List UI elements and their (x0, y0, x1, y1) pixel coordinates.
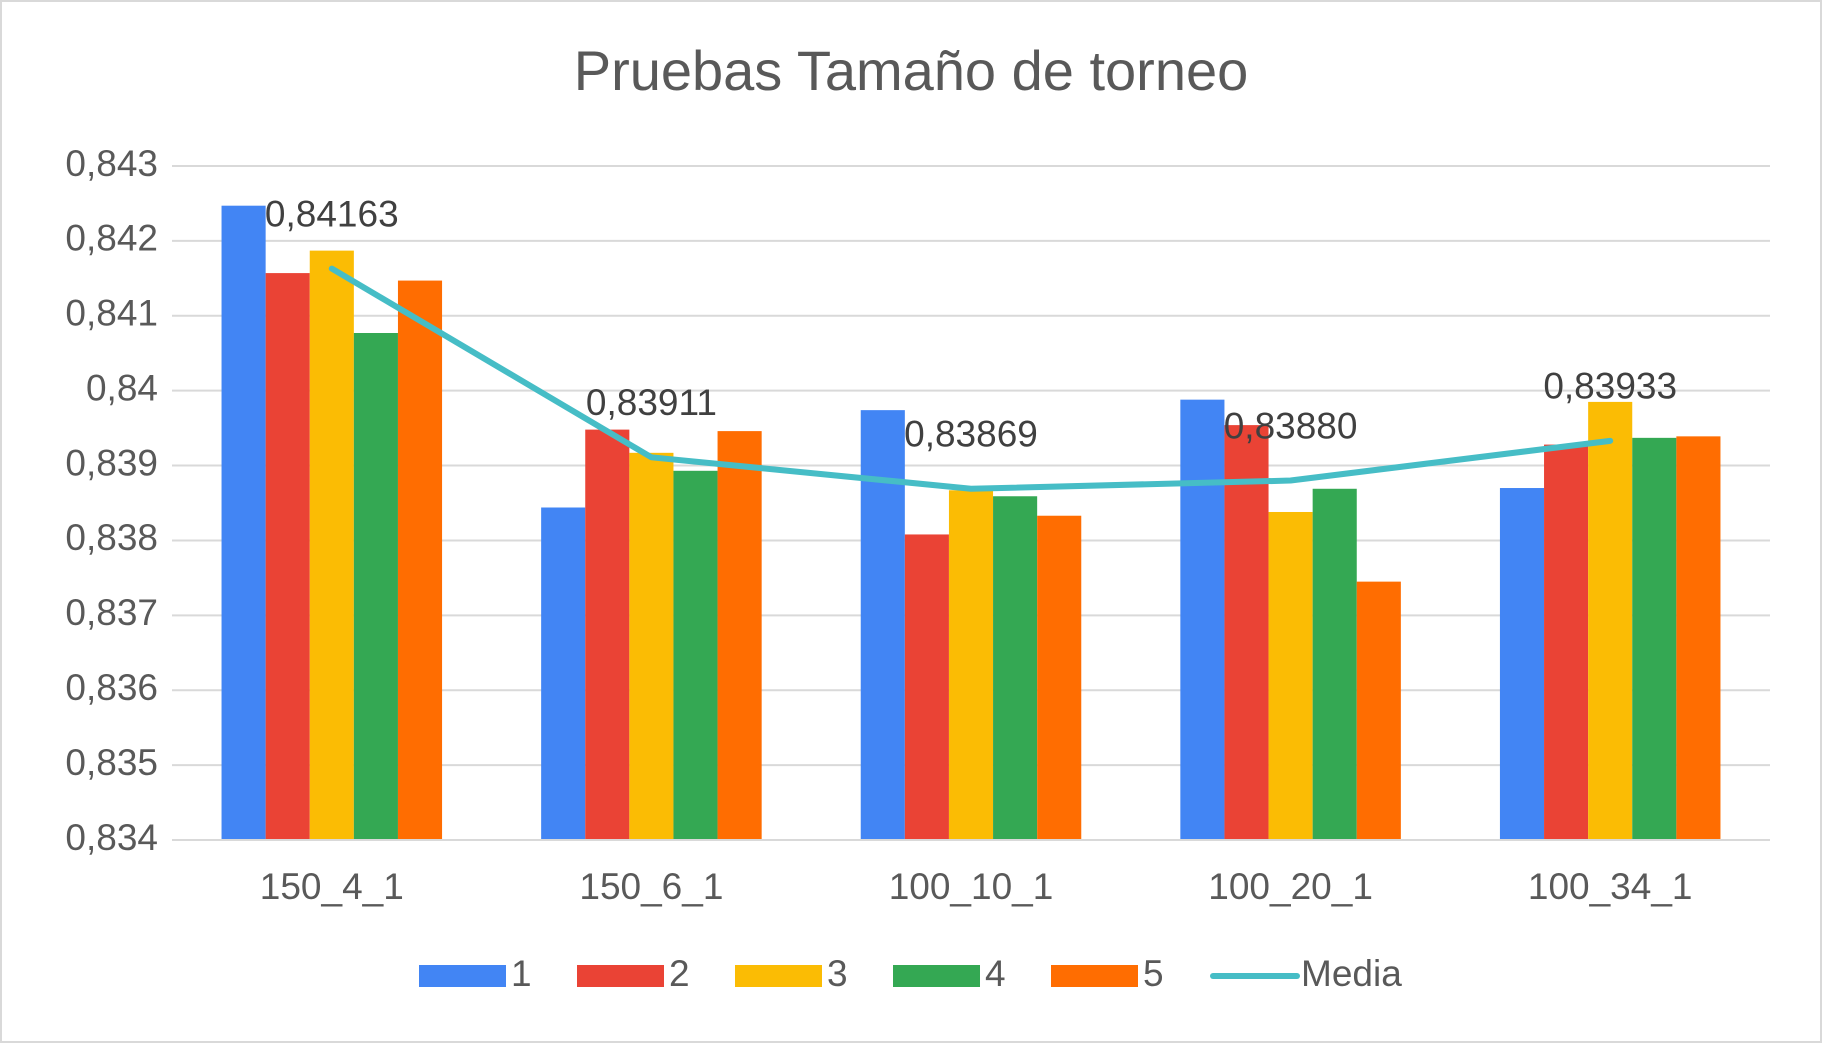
bar (1632, 437, 1677, 840)
bar (265, 273, 310, 840)
bar (1224, 425, 1269, 840)
bar (860, 410, 905, 840)
data-label: 0,83869 (904, 414, 1038, 455)
legend-label: 5 (1143, 953, 1164, 994)
legend-label: 4 (985, 953, 1006, 994)
bar (717, 431, 762, 840)
bar (397, 280, 443, 841)
x-tick-label: 150_6_1 (579, 866, 723, 907)
bar (309, 250, 354, 840)
bar (948, 490, 994, 840)
chart-title: Pruebas Tamaño de torneo (574, 39, 1249, 102)
line (328, 265, 1614, 492)
bar (1588, 401, 1633, 840)
legend-swatch (419, 965, 506, 987)
data-label: 0,83911 (586, 382, 717, 423)
bar (353, 333, 398, 840)
legend-swatch (577, 965, 664, 987)
bar (1544, 444, 1589, 840)
y-tick-label: 0,841 (65, 293, 158, 334)
data-label: 0,83933 (1543, 366, 1677, 407)
legend-swatch (893, 965, 980, 987)
bar (993, 496, 1038, 840)
y-tick-label: 0,835 (65, 742, 158, 783)
bar (541, 507, 586, 840)
bar (673, 470, 718, 840)
bar (629, 452, 674, 840)
y-tick-label: 0,836 (65, 667, 158, 708)
bar (1180, 399, 1225, 840)
data-label: 0,84163 (265, 193, 399, 234)
x-tick-label: 100_10_1 (889, 866, 1054, 907)
bar (904, 534, 949, 840)
x-tick-label: 100_20_1 (1208, 866, 1373, 907)
x-tick-label: 100_34_1 (1528, 866, 1693, 907)
bar (1037, 515, 1082, 840)
bar (221, 205, 266, 841)
bar (1676, 436, 1721, 840)
legend-label: 3 (827, 953, 848, 994)
y-tick-label: 0,834 (65, 817, 158, 858)
bar (1356, 581, 1401, 840)
y-tick-label: 0,839 (65, 442, 158, 483)
bar (1268, 511, 1313, 840)
legend-swatch (1051, 965, 1138, 987)
bar (585, 429, 630, 840)
y-tick-label: 0,838 (65, 517, 158, 558)
legend-swatch (735, 965, 822, 987)
y-tick-label: 0,837 (65, 592, 158, 633)
x-tick-label: 150_4_1 (260, 866, 404, 907)
bar (1312, 488, 1357, 840)
legend-label: Media (1301, 953, 1402, 994)
bar (1499, 488, 1545, 840)
y-tick-label: 0,843 (65, 143, 158, 184)
legend-label: 1 (511, 953, 532, 994)
legend-label: 2 (669, 953, 690, 994)
y-tick-label: 0,842 (65, 218, 158, 259)
y-tick-label: 0,84 (86, 367, 158, 408)
data-label: 0,83880 (1224, 405, 1358, 446)
